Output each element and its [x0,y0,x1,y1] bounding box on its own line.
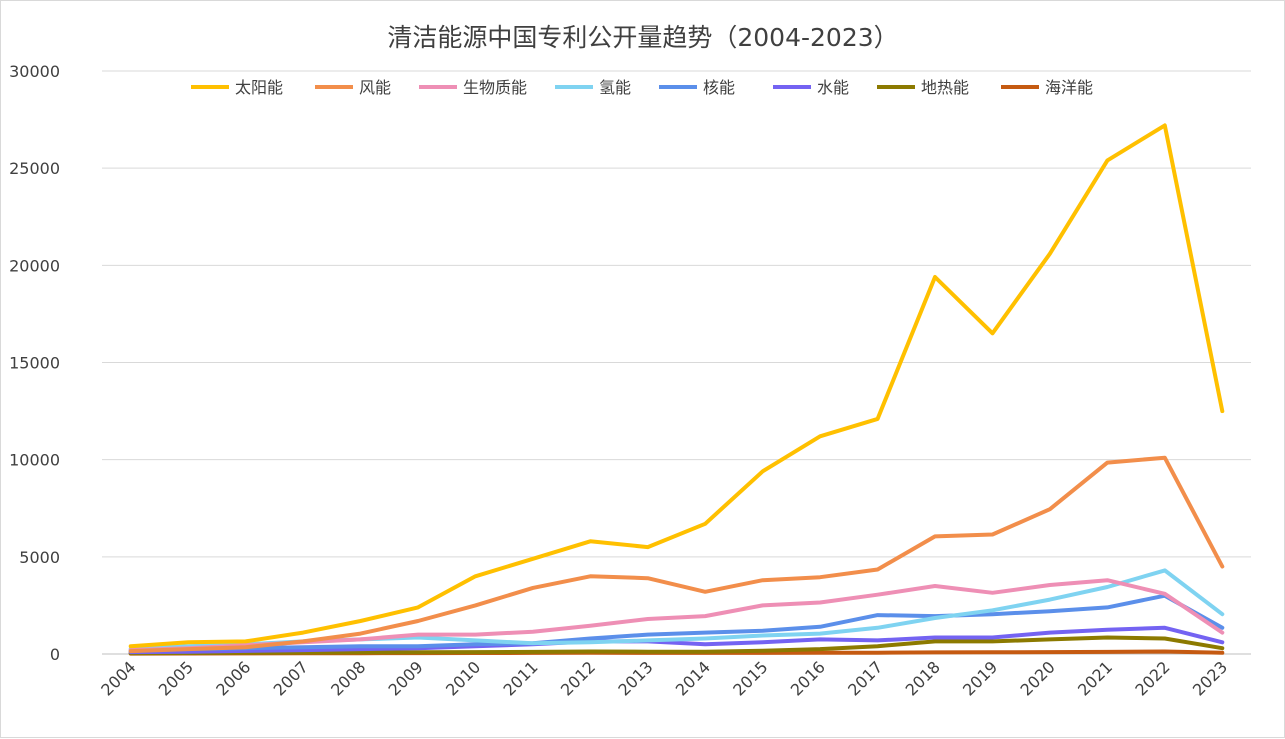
x-tick-label: 2017 [844,657,886,699]
x-tick-label: 2009 [385,657,427,699]
grid-lines [102,70,1251,655]
series-line-1 [128,455,1225,654]
legend: 太阳能 风能 生物质能 氢能 核能 水能 地热能 海洋能 [191,78,1093,97]
y-tick-label: 10000 [9,451,60,470]
x-tick-label: 2005 [155,657,197,699]
x-tick-label: 2008 [327,657,369,699]
y-tick-label: 0 [50,645,60,664]
x-tick-label: 2018 [902,657,944,699]
y-axis-ticks: 0 5000 10000 15000 20000 25000 30000 [9,62,60,664]
series-line-6 [128,635,1225,656]
x-tick-label: 2006 [212,657,254,699]
legend-entry: 生物质能 [463,78,527,97]
y-tick-label: 20000 [9,256,60,275]
x-tick-label: 2020 [1017,657,1059,699]
x-tick-label: 2007 [270,657,312,699]
series-lines [128,123,1225,656]
x-tick-label: 2011 [499,657,541,699]
legend-entry: 核能 [703,78,735,97]
x-tick-label: 2015 [729,657,771,699]
x-axis-ticks: 2004 2005 2006 2007 2008 2009 2010 2011 2012 2013… [97,657,1231,699]
x-tick-label: 2021 [1074,657,1116,699]
series-line-5 [128,625,1225,655]
x-tick-label: 2010 [442,657,484,699]
x-tick-label: 2019 [959,657,1001,699]
y-tick-label: 30000 [9,62,60,81]
x-tick-label: 2013 [614,657,656,699]
x-tick-label: 2023 [1189,657,1231,699]
x-tick-label: 2012 [557,657,599,699]
x-tick-label: 2014 [672,657,714,699]
series-line-4 [128,593,1225,654]
legend-entry: 水能 [817,78,849,97]
chart-title: 清洁能源中国专利公开量趋势（2004-2023） [387,23,898,52]
legend-entry: 风能 [359,78,391,97]
legend-entry: 氢能 [599,78,631,97]
series-line-0 [128,123,1225,649]
x-tick-label: 2004 [97,657,139,699]
x-tick-label: 2016 [787,657,829,699]
legend-entry: 海洋能 [1045,78,1093,97]
y-tick-label: 15000 [9,354,60,373]
legend-entry: 太阳能 [235,78,283,97]
x-tick-label: 2022 [1131,657,1173,699]
legend-entry: 地热能 [921,78,969,97]
y-tick-label: 25000 [9,159,60,178]
y-tick-label: 5000 [19,548,60,567]
